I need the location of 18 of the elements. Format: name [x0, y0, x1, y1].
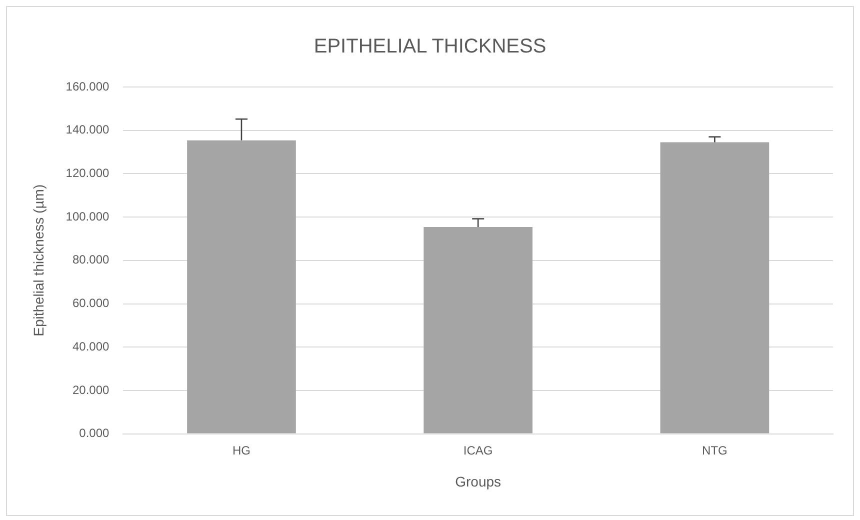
- x-tick-label: ICAG: [463, 443, 493, 458]
- y-tick-label: 160.000: [66, 79, 110, 94]
- y-tick-label: 60.000: [72, 296, 110, 310]
- y-tick-label: 140.000: [66, 122, 110, 137]
- x-axis-title: Groups: [455, 473, 502, 490]
- bar: [660, 142, 770, 434]
- y-tick-label: 20.000: [72, 382, 110, 397]
- y-axis-title: Epithelial thickness (µm): [30, 184, 46, 336]
- x-tick-label: NTG: [702, 443, 728, 458]
- y-tick-label: 40.000: [72, 339, 110, 354]
- x-tick-label: HG: [232, 443, 250, 458]
- y-tick-label: 0.000: [79, 426, 110, 440]
- bar: [187, 140, 296, 434]
- y-tick-label: 100.000: [66, 209, 110, 224]
- y-tick-label: 80.000: [72, 252, 110, 267]
- chart-title: EPITHELIAL THICKNESS: [314, 36, 546, 58]
- y-tick-label: 120.000: [66, 166, 110, 180]
- bar: [424, 227, 533, 434]
